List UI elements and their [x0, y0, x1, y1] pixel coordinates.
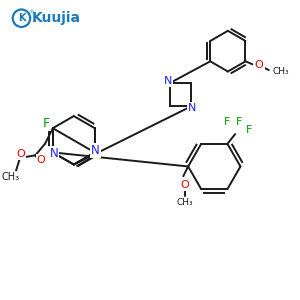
Text: F: F [224, 118, 231, 128]
Text: O: O [37, 155, 46, 165]
Text: Kuujia: Kuujia [32, 11, 81, 25]
Text: F: F [245, 125, 252, 135]
Text: O: O [16, 149, 25, 159]
Text: O: O [181, 180, 190, 190]
Text: N: N [92, 144, 100, 157]
Text: F: F [43, 117, 50, 130]
Text: CH₃: CH₃ [273, 68, 289, 76]
Text: CH₃: CH₃ [1, 172, 19, 182]
Text: ®: ® [28, 10, 33, 15]
Text: CH₃: CH₃ [177, 198, 194, 207]
Text: F: F [236, 116, 242, 127]
Text: N: N [188, 103, 196, 113]
Text: K: K [18, 13, 25, 23]
Text: O: O [255, 60, 263, 70]
Text: N: N [50, 147, 58, 160]
Text: N: N [164, 76, 172, 86]
